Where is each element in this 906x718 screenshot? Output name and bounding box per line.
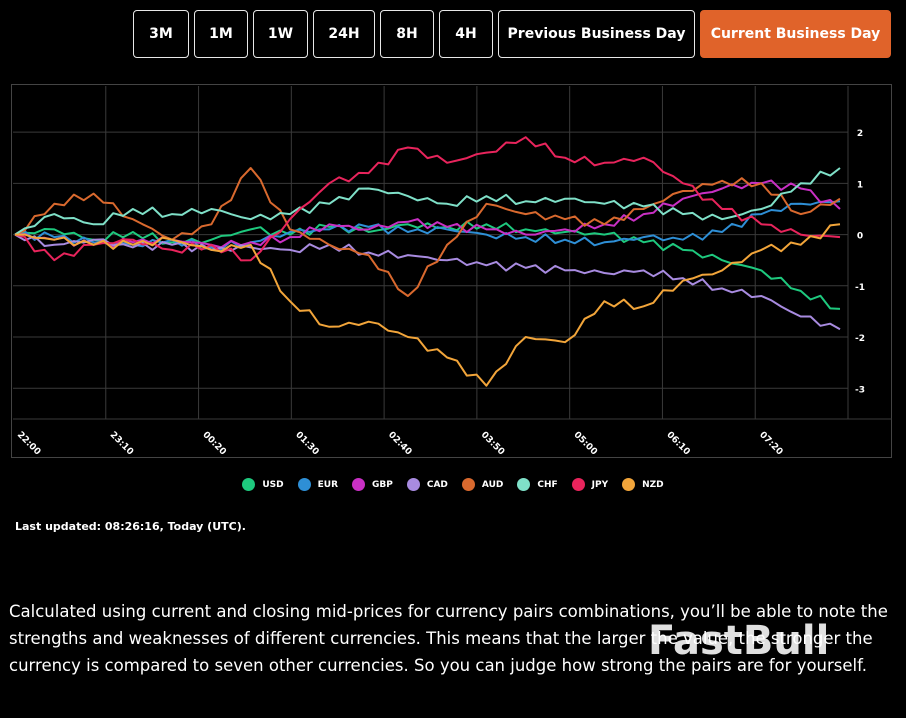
series-line-eur: [14, 200, 841, 251]
x-tick-label: 05:00: [572, 430, 599, 457]
y-tick-label: -2: [855, 334, 865, 344]
x-tick-label: 01:30: [293, 430, 320, 457]
fastbull-watermark: FastBull: [648, 618, 830, 664]
x-tick-label: 23:10: [108, 430, 135, 457]
series-line-cad: [14, 233, 841, 331]
x-tick-label: 06:10: [664, 430, 691, 457]
y-tick-label: -1: [855, 283, 865, 293]
series-line-gbp: [14, 179, 841, 249]
legend-label: CAD: [426, 479, 448, 490]
time-range-selector: 3M 1M 1W 24H 8H 4H Previous Business Day…: [0, 10, 906, 60]
x-tick-label: 00:20: [200, 430, 227, 457]
legend-label: JPY: [591, 479, 609, 490]
legend-item-jpy[interactable]: JPY: [571, 478, 609, 491]
series-line-usd: [14, 220, 841, 310]
currency-strength-chart: 2 1 0 -1 -2 -3 22:00 23:10 00:20 01:30 02:40 03:50 0…: [11, 84, 892, 458]
legend-label: CHF: [537, 479, 558, 490]
y-tick-label: -3: [855, 385, 865, 395]
range-button-previous-business-day[interactable]: Previous Business Day: [498, 10, 695, 58]
series-line-chf: [14, 167, 841, 236]
range-button-1m[interactable]: 1M: [194, 10, 248, 58]
range-button-current-business-day[interactable]: Current Business Day: [700, 10, 891, 58]
x-tick-label: 03:50: [479, 430, 506, 457]
legend-swatch: [517, 478, 531, 491]
y-tick-label: 0: [857, 232, 863, 242]
legend-item-cad[interactable]: CAD: [406, 478, 448, 491]
x-tick-label: 22:00: [15, 430, 42, 457]
legend-label: USD: [262, 479, 284, 490]
legend-item-eur[interactable]: EUR: [297, 478, 338, 491]
legend-swatch: [622, 478, 636, 491]
legend-item-usd[interactable]: USD: [242, 478, 284, 491]
x-tick-label: 07:20: [757, 430, 784, 457]
legend-label: NZD: [642, 479, 664, 490]
range-button-4h[interactable]: 4H: [439, 10, 493, 58]
chart-legend: USD EUR GBP CAD AUD CHF JPY NZD: [0, 478, 906, 491]
legend-item-aud[interactable]: AUD: [461, 478, 504, 491]
series-line-aud: [14, 167, 841, 297]
range-button-1w[interactable]: 1W: [253, 10, 308, 58]
legend-swatch: [297, 478, 311, 491]
legend-label: AUD: [481, 479, 504, 490]
range-button-8h[interactable]: 8H: [380, 10, 434, 58]
description-paragraph: Calculated using current and closing mid…: [9, 602, 888, 675]
series-line-jpy: [14, 136, 841, 262]
last-updated-text: Last updated: 08:26:16, Today (UTC).: [15, 520, 246, 533]
y-tick-label: 2: [857, 129, 863, 139]
series-line-nzd: [15, 223, 841, 387]
range-button-3m[interactable]: 3M: [133, 10, 189, 58]
chart-canvas: 2 1 0 -1 -2 -3 22:00 23:10 00:20 01:30 02:40 03:50 0…: [13, 86, 892, 457]
legend-item-nzd[interactable]: NZD: [622, 478, 664, 491]
y-tick-label: 1: [857, 180, 863, 190]
legend-item-chf[interactable]: CHF: [517, 478, 558, 491]
legend-swatch: [406, 478, 420, 491]
legend-swatch: [461, 478, 475, 491]
legend-item-gbp[interactable]: GBP: [352, 478, 393, 491]
legend-swatch: [242, 478, 256, 491]
legend-swatch: [352, 478, 365, 491]
legend-label: GBP: [372, 479, 393, 490]
x-tick-label: 02:40: [386, 430, 413, 457]
legend-swatch: [571, 478, 585, 491]
legend-label: EUR: [317, 479, 338, 490]
range-button-24h[interactable]: 24H: [313, 10, 375, 58]
